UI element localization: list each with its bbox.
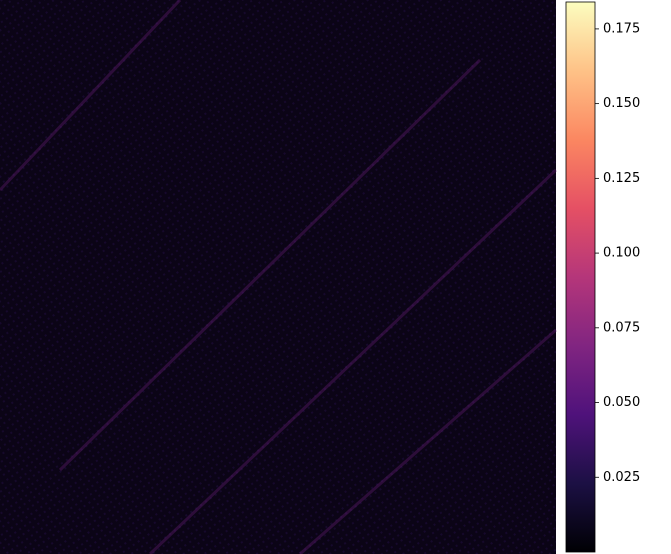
image-texture: [0, 0, 558, 554]
heatmap-image: [0, 0, 558, 554]
colorbar-tick-label: 0.125: [603, 171, 640, 186]
image-area: [0, 0, 556, 554]
colorbar-tick-label: 0.075: [603, 320, 640, 335]
colorbar-tick-label: 0.025: [603, 470, 640, 485]
colorbar-tick-label: 0.050: [603, 395, 640, 410]
colorbar-tick-label: 0.100: [603, 246, 640, 261]
colorbar: [565, 1, 596, 553]
colorbar-tick-label: 0.175: [603, 21, 640, 36]
colorbar-tick-label: 0.150: [603, 96, 640, 111]
